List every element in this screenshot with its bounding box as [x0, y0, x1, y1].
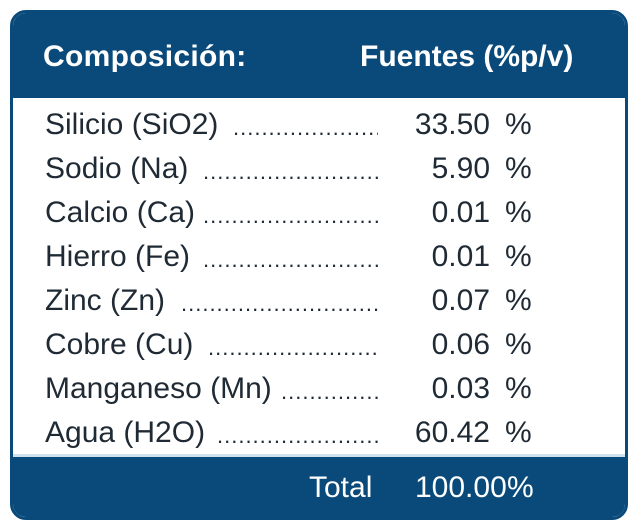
footer-divider [13, 454, 625, 457]
row-value: 0.01 [431, 196, 490, 229]
row-name: Agua (H2O) [45, 416, 206, 449]
row-value: 0.07 [431, 284, 490, 317]
table-header: Composición: Fuentes (%p/v) [13, 13, 625, 98]
row-unit: % [505, 416, 532, 449]
row-unit: % [505, 108, 532, 141]
row-unit: % [505, 372, 532, 405]
dot-leader: ................................. [208, 335, 378, 360]
row-name: Sodio (Na) [45, 152, 189, 185]
row-value: 5.90 [431, 152, 490, 185]
table-row: Hierro (Fe) ............................… [13, 240, 625, 284]
total-unit: % [507, 471, 534, 504]
row-name: Zinc (Zn) [45, 284, 165, 317]
total-label: Total [309, 471, 373, 504]
dot-leader: ................... [281, 379, 378, 404]
row-unit: % [505, 240, 532, 273]
total-value: 100.00 [415, 471, 507, 504]
composition-table: Composición: Fuentes (%p/v) Silicio (SiO… [10, 10, 628, 520]
row-name: Manganeso (Mn) [45, 372, 272, 405]
dot-leader: .................................. [203, 247, 378, 272]
row-value: 0.03 [431, 372, 490, 405]
table-row: Zinc (Zn) ..............................… [13, 284, 625, 328]
dot-leader: .................................. [203, 203, 378, 228]
row-unit: % [505, 152, 532, 185]
row-value: 0.01 [431, 240, 490, 273]
dot-leader: ............................. [233, 115, 378, 140]
table-row: Agua (H2O) .............................… [13, 416, 625, 460]
composition-heading: Composición: [43, 40, 247, 73]
table-row: Calcio (Ca) ............................… [13, 196, 625, 240]
row-unit: % [505, 284, 532, 317]
row-value: 33.50 [414, 108, 490, 141]
table-row: Silicio (SiO2) .........................… [13, 108, 625, 152]
table-row: Sodio (Na) .............................… [13, 152, 625, 196]
row-unit: % [505, 328, 532, 361]
sources-heading: Fuentes (%p/v) [360, 40, 574, 73]
row-name: Silicio (SiO2) [45, 108, 219, 141]
row-name: Cobre (Cu) [45, 328, 194, 361]
total-row: Total 100.00 % [13, 457, 625, 517]
dot-leader: .................................. [203, 159, 378, 184]
row-name: Calcio (Ca) [45, 196, 196, 229]
table-row: Manganeso (Mn) ................... 0.03 … [13, 372, 625, 416]
dot-leader: ............................... [217, 423, 378, 448]
dot-leader: ...................................... [181, 291, 378, 316]
row-name: Hierro (Fe) [45, 240, 191, 273]
row-value: 60.42 [414, 416, 490, 449]
table-row: Cobre (Cu) .............................… [13, 328, 625, 372]
row-unit: % [505, 196, 532, 229]
row-value: 0.06 [431, 328, 490, 361]
